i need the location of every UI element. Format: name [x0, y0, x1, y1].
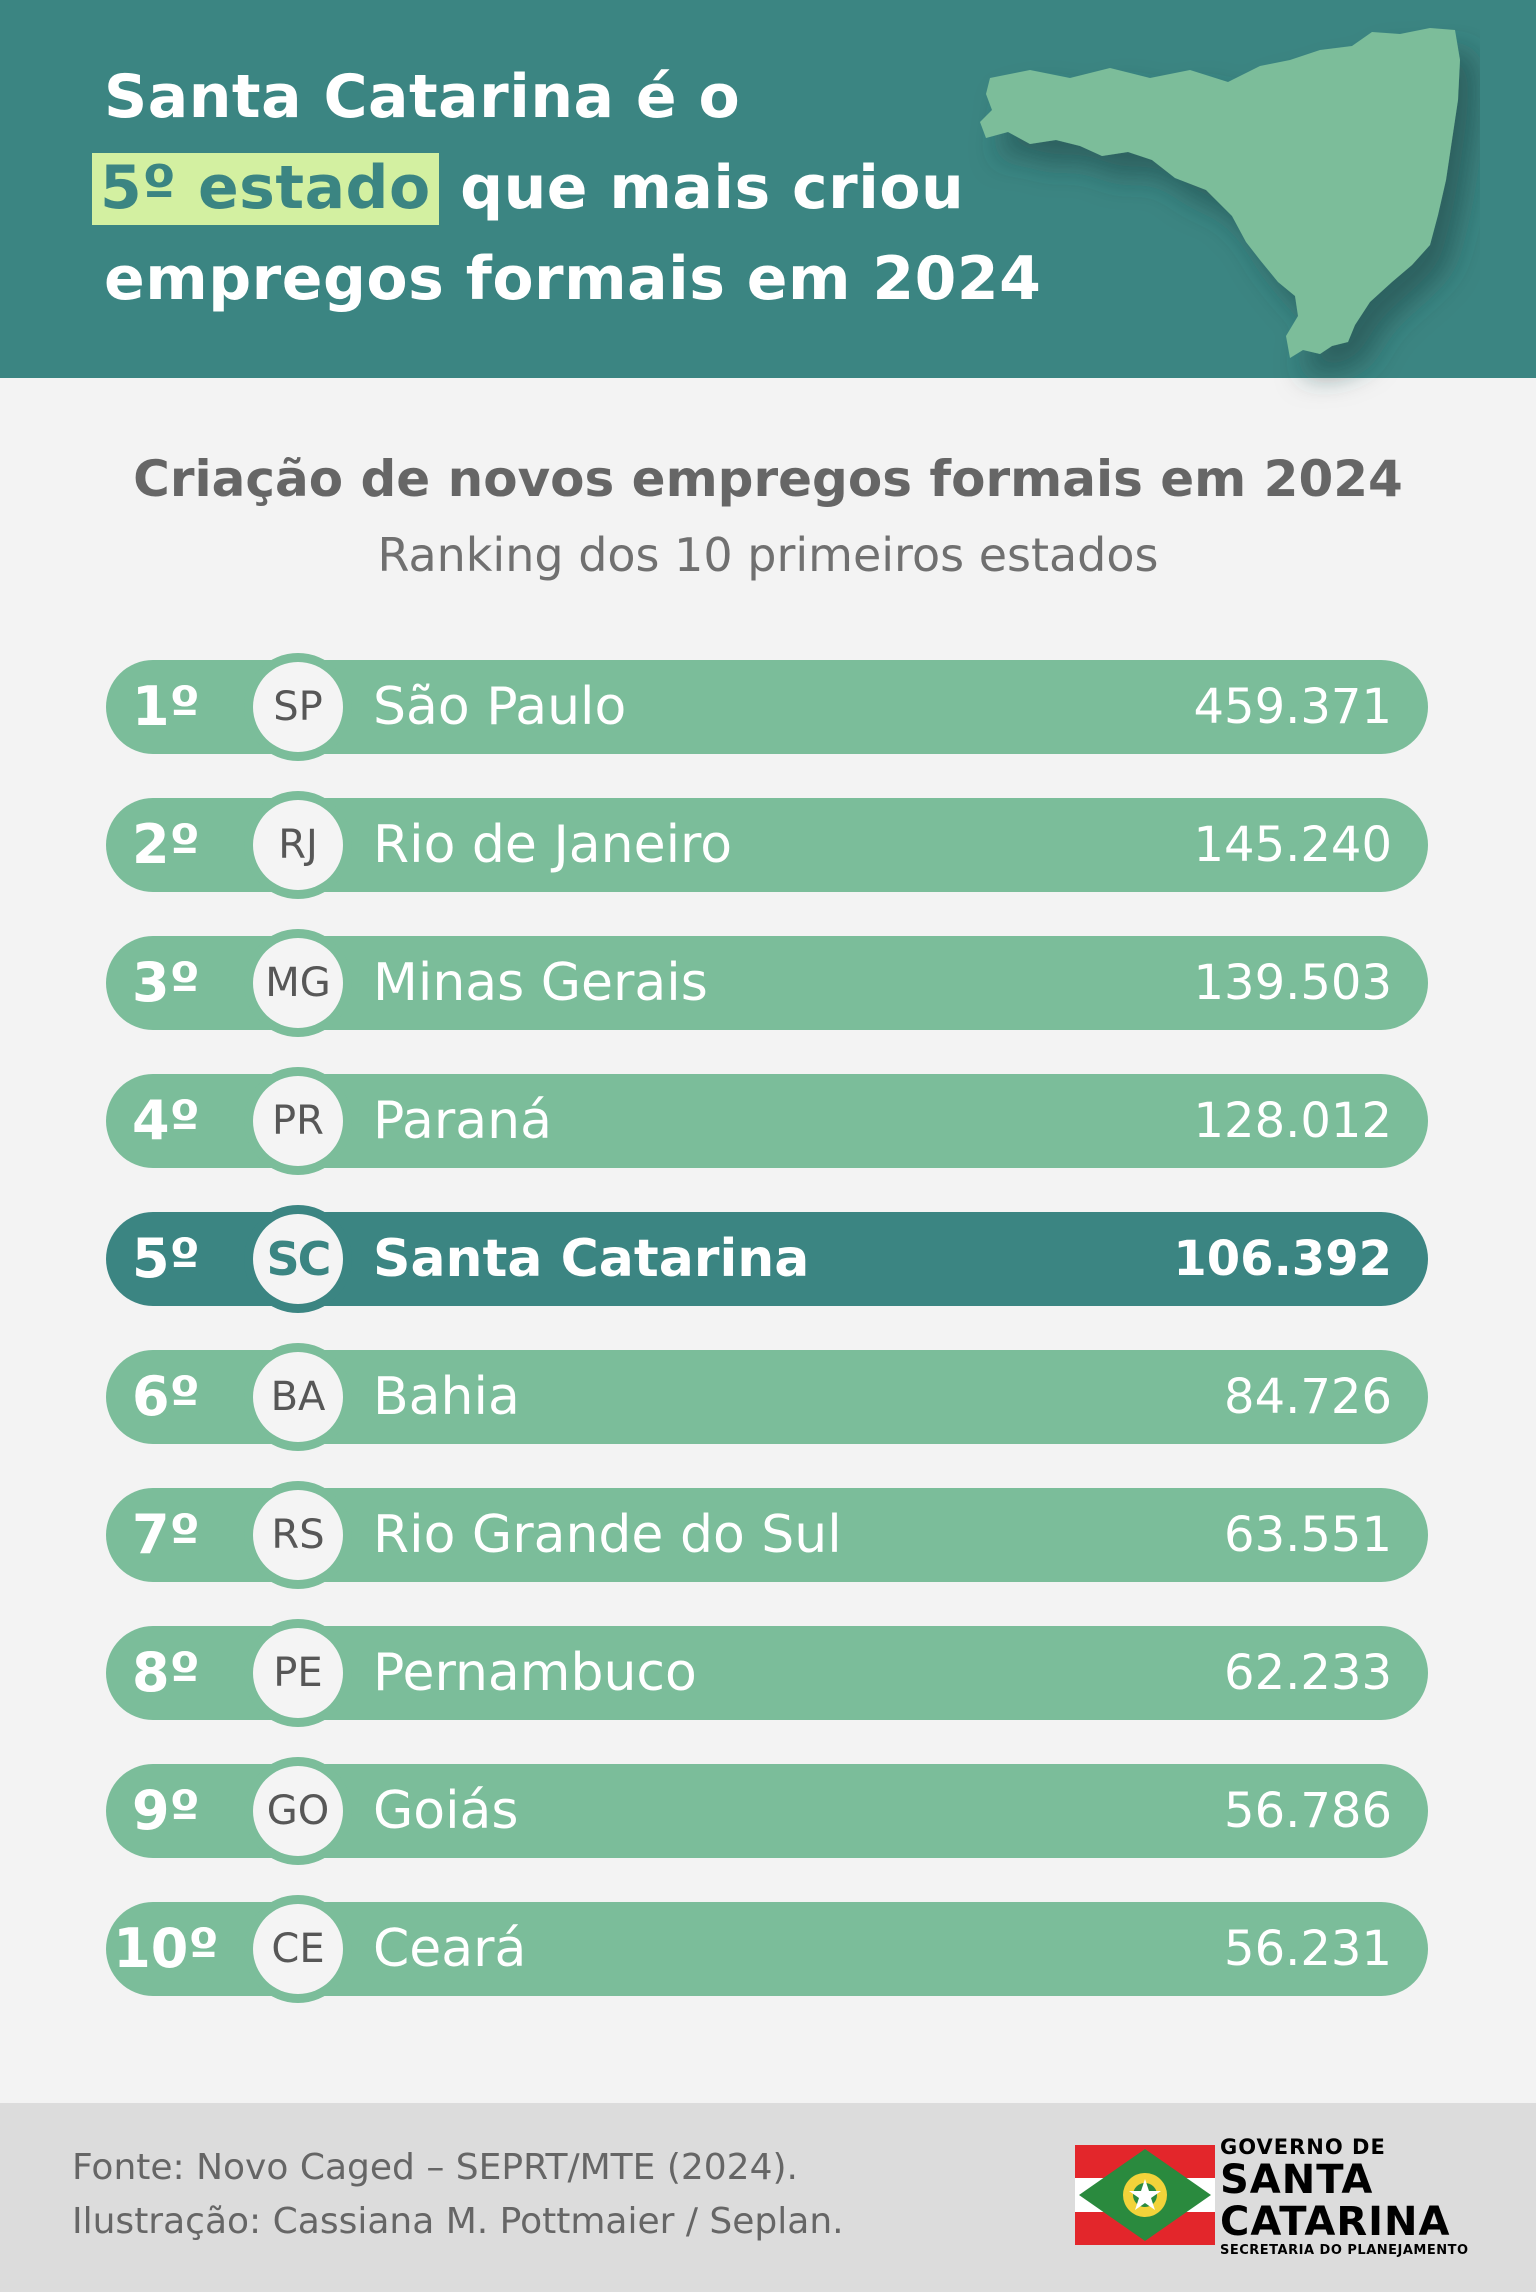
state-badge: BA — [244, 1343, 352, 1451]
ranking-row: 2º RJ Rio de Janeiro 145.240 — [106, 791, 1428, 899]
chart-title: Criação de novos empregos formais em 202… — [133, 450, 1403, 508]
state-badge: CE — [244, 1895, 352, 2003]
ranking-row: 9º GO Goiás 56.786 — [106, 1757, 1428, 1865]
state-abbreviation: MG — [253, 938, 343, 1028]
state-name: São Paulo — [373, 677, 627, 737]
state-abbreviation: PR — [253, 1076, 343, 1166]
rank-label: 9º — [131, 1779, 201, 1842]
rank-label: 8º — [131, 1641, 201, 1704]
ranking-row: 1º SP São Paulo 459.371 — [106, 653, 1428, 761]
state-name: Pernambuco — [373, 1643, 697, 1703]
state-name: Bahia — [373, 1367, 520, 1427]
headline: Santa Catarina é o 5º estado que mais cr… — [92, 52, 1042, 325]
source-text: Fonte: Novo Caged – SEPRT/MTE (2024). — [72, 2147, 798, 2188]
state-name: Rio Grande do Sul — [373, 1505, 842, 1565]
state-badge: GO — [244, 1757, 352, 1865]
rank-label: 2º — [131, 813, 201, 876]
state-name: Rio de Janeiro — [373, 815, 733, 875]
santa-catarina-flag-icon — [1075, 2145, 1215, 2245]
state-badge: SC — [244, 1205, 352, 1313]
state-abbreviation: CE — [253, 1904, 343, 1994]
jobs-value: 139.503 — [1193, 955, 1393, 1011]
illustration-credit: Ilustração: Cassiana M. Pottmaier / Sepl… — [72, 2201, 844, 2242]
jobs-value: 145.240 — [1193, 817, 1393, 873]
ranking-row: 3º MG Minas Gerais 139.503 — [106, 929, 1428, 1037]
state-name: Paraná — [373, 1091, 552, 1151]
state-name: Santa Catarina — [373, 1229, 810, 1289]
state-name: Ceará — [373, 1919, 527, 1979]
jobs-value: 56.231 — [1224, 1921, 1392, 1977]
jobs-value: 459.371 — [1193, 679, 1393, 735]
headline-line-3: empregos formais em 2024 — [104, 244, 1042, 314]
state-name: Goiás — [373, 1781, 519, 1841]
chart-subtitle: Ranking dos 10 primeiros estados — [377, 528, 1159, 582]
jobs-value: 84.726 — [1224, 1369, 1392, 1425]
rank-label: 1º — [131, 675, 201, 738]
jobs-value: 128.012 — [1193, 1093, 1393, 1149]
state-badge: PE — [244, 1619, 352, 1727]
footer-credits: Fonte: Novo Caged – SEPRT/MTE (2024). Il… — [72, 2141, 844, 2249]
ranking-row: 7º RS Rio Grande do Sul 63.551 — [106, 1481, 1428, 1589]
ranking-row: 8º PE Pernambuco 62.233 — [106, 1619, 1428, 1727]
headline-line-2-rest: que mais criou — [460, 153, 965, 223]
logo-line-1: GOVERNO DE — [1220, 2135, 1386, 2159]
ranking-row: 6º BA Bahia 84.726 — [106, 1343, 1428, 1451]
state-badge: SP — [244, 653, 352, 761]
logo-line-3: CATARINA — [1220, 2199, 1451, 2245]
state-abbreviation: SP — [253, 662, 343, 752]
jobs-value: 106.392 — [1173, 1231, 1392, 1287]
state-abbreviation: PE — [253, 1628, 343, 1718]
rank-label: 7º — [131, 1503, 201, 1566]
headline-highlight: 5º estado — [92, 153, 439, 225]
headline-line-1: Santa Catarina é o — [104, 62, 741, 132]
ranking-row: 5º SC Santa Catarina 106.392 — [106, 1205, 1428, 1313]
jobs-value: 62.233 — [1224, 1645, 1392, 1701]
santa-catarina-map-icon — [980, 28, 1460, 358]
state-abbreviation: BA — [253, 1352, 343, 1442]
state-badge: RJ — [244, 791, 352, 899]
state-badge: PR — [244, 1067, 352, 1175]
state-abbreviation: GO — [253, 1766, 343, 1856]
state-badge: MG — [244, 929, 352, 1037]
ranking-row: 10º CE Ceará 56.231 — [106, 1895, 1428, 2003]
ranking-row: 4º PR Paraná 128.012 — [106, 1067, 1428, 1175]
rank-label: 4º — [131, 1089, 201, 1152]
rank-label: 5º — [131, 1227, 201, 1290]
state-name: Minas Gerais — [373, 953, 708, 1013]
rank-label: 10º — [113, 1917, 219, 1980]
state-abbreviation: RJ — [253, 800, 343, 890]
jobs-value: 63.551 — [1224, 1507, 1392, 1563]
state-abbreviation: SC — [253, 1214, 343, 1304]
government-logo: GOVERNO DE SANTA CATARINA SECRETARIA DO … — [1075, 2135, 1475, 2265]
state-abbreviation: RS — [253, 1490, 343, 1580]
footer: Fonte: Novo Caged – SEPRT/MTE (2024). Il… — [0, 2103, 1536, 2292]
rank-label: 6º — [131, 1365, 201, 1428]
rank-label: 3º — [131, 951, 201, 1014]
logo-line-2: SANTA — [1220, 2157, 1374, 2203]
logo-text: GOVERNO DE SANTA CATARINA SECRETARIA DO … — [1220, 2135, 1469, 2259]
state-badge: RS — [244, 1481, 352, 1589]
headline-line-2: 5º estado que mais criou — [92, 143, 1041, 234]
logo-line-4: SECRETARIA DO PLANEJAMENTO — [1220, 2243, 1469, 2258]
jobs-value: 56.786 — [1224, 1783, 1392, 1839]
